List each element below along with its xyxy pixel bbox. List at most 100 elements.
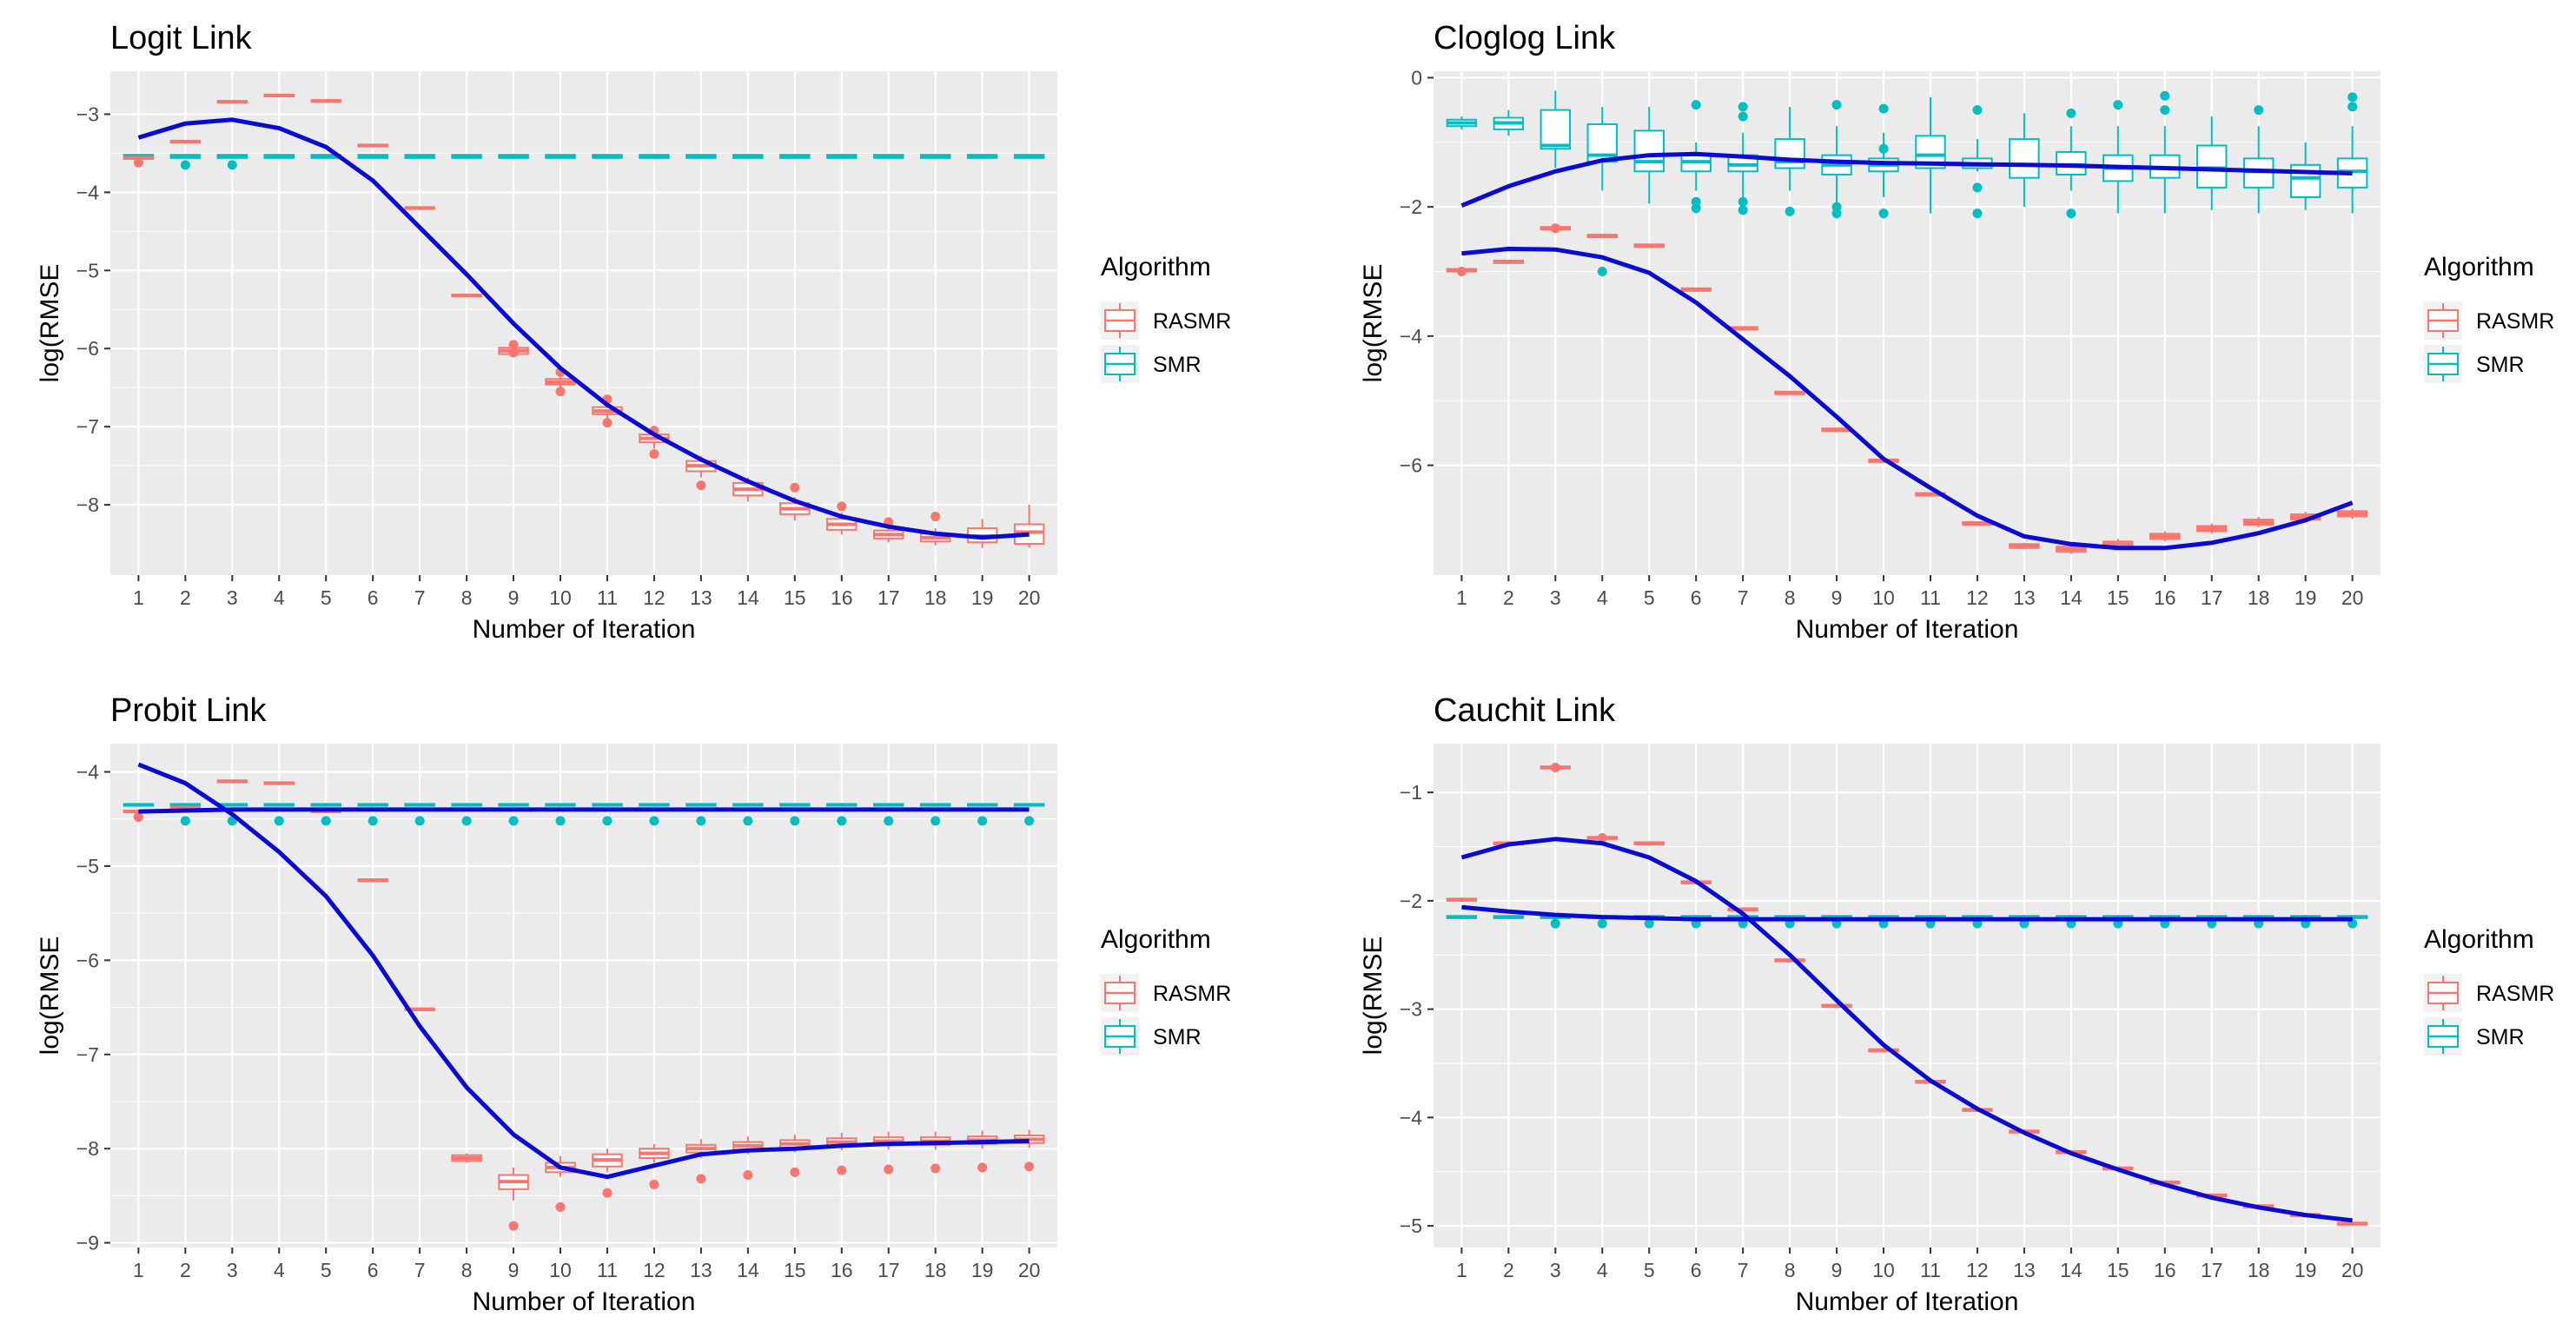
outlier-point (2066, 108, 2076, 118)
outlier-point (1972, 208, 1983, 219)
plot-panel (1434, 744, 2381, 1248)
x-tick-label: 5 (1644, 1259, 1655, 1281)
outlier-point (274, 816, 284, 826)
y-tick-label: −1 (1400, 781, 1422, 804)
legend: Algorithm RASMR SMR (1101, 253, 1231, 383)
x-tick-label: 16 (2154, 586, 2176, 609)
panel-logit-link: Logit Link−8−7−6−5−4−31 2 3 4 5 6 7 8 9 10 11 12 13 1… (36, 20, 1231, 644)
y-tick-label: −6 (76, 949, 99, 971)
y-tick-label: −4 (1400, 1106, 1422, 1129)
outlier-point (837, 501, 847, 512)
y-tick-label: −7 (76, 1043, 99, 1066)
x-tick-label: 14 (737, 586, 759, 609)
x-tick-label: 16 (2154, 1259, 2176, 1281)
x-tick-label: 17 (877, 586, 900, 609)
chart-title: Cloglog Link (1434, 20, 1616, 56)
x-tick-label: 17 (2201, 1259, 2223, 1281)
legend-label-rasmr: RASMR (2476, 309, 2554, 334)
series-smr (1446, 90, 2368, 277)
outlier-point (461, 816, 472, 826)
x-tick-label: 17 (2201, 586, 2223, 609)
outlier-point (508, 1221, 519, 1231)
x-tick-label: 18 (2248, 586, 2270, 609)
legend: Algorithm RASMR SMR (1101, 925, 1231, 1056)
legend-label-smr: SMR (1153, 1025, 1202, 1049)
outlier-point (1550, 223, 1560, 234)
y-axis-label: log(RMSE (1359, 937, 1387, 1056)
x-tick-label: 6 (368, 1259, 379, 1281)
x-tick-label: 16 (831, 586, 853, 609)
panel-cauchit-link: Cauchit Link−5−4−3−2−11 2 3 4 5 6 7 8 9 10 11 12 13 1… (1359, 692, 2554, 1316)
outlier-point (1550, 918, 1560, 929)
x-tick-label: 20 (2341, 1259, 2364, 1281)
outlier-point (1738, 111, 1748, 122)
outlier-point (1597, 918, 1607, 929)
x-tick-label: 3 (227, 586, 238, 609)
panel-probit-link: Probit Link−9−8−7−6−5−41 2 3 4 5 6 7 8 9 10 11 12 13… (36, 692, 1231, 1316)
outlier-point (696, 816, 706, 826)
x-tick-label: 14 (2060, 1259, 2083, 1281)
outlier-point (930, 1163, 941, 1174)
x-tick-label: 18 (924, 1259, 947, 1281)
outlier-point (2348, 92, 2358, 103)
x-tick-label: 15 (2107, 586, 2129, 609)
x-tick-label: 13 (2013, 586, 2036, 609)
x-tick-label: 10 (549, 586, 572, 609)
legend-label-smr: SMR (2476, 353, 2525, 377)
outlier-point (368, 816, 378, 826)
x-tick-label: 11 (1920, 1259, 1941, 1281)
x-tick-label: 12 (1966, 586, 1989, 609)
x-tick-label: 7 (414, 586, 426, 609)
y-tick-label: −6 (76, 337, 99, 360)
x-tick-label: 2 (180, 586, 191, 609)
x-tick-label: 3 (227, 1259, 238, 1281)
legend: Algorithm RASMR SMR (2424, 925, 2554, 1056)
outlier-point (414, 816, 425, 826)
x-tick-label: 11 (597, 1259, 618, 1281)
x-axis-label: Number of Iteration (473, 615, 696, 644)
outlier-point (1691, 203, 1701, 214)
x-tick-label: 1 (1456, 1259, 1467, 1281)
x-tick-label: 20 (1018, 1259, 1041, 1281)
outlier-point (602, 418, 613, 428)
y-tick-label: 0 (1411, 66, 1422, 89)
x-tick-label: 9 (1831, 1259, 1843, 1281)
x-tick-label: 3 (1550, 586, 1561, 609)
y-tick-label: −5 (76, 259, 99, 281)
box (1540, 109, 1572, 150)
x-tick-label: 10 (549, 1259, 572, 1281)
legend: Algorithm RASMR SMR (2424, 253, 2554, 383)
outlier-point (1024, 816, 1035, 826)
smooth-line-smr (1461, 904, 2353, 922)
series-rasmr (1446, 223, 2368, 554)
outlier-point (1738, 102, 1748, 112)
outlier-point (1644, 918, 1654, 929)
smooth-line (137, 762, 1030, 1180)
outlier-point (1878, 103, 1889, 114)
outlier-point (790, 816, 800, 826)
y-tick-label: −5 (1400, 1215, 1422, 1237)
outlier-point (837, 1165, 847, 1175)
x-tick-label: 18 (924, 586, 947, 609)
plot-panel (110, 71, 1057, 575)
outlier-point (930, 512, 941, 522)
outlier-point (1878, 208, 1889, 219)
outlier-point (2066, 208, 2076, 219)
x-tick-label: 8 (461, 1259, 473, 1281)
x-tick-label: 1 (1456, 586, 1467, 609)
outlier-point (2113, 100, 2123, 110)
x-tick-label: 19 (2295, 586, 2317, 609)
x-tick-label: 15 (784, 1259, 806, 1281)
y-tick-label: −6 (1400, 454, 1422, 477)
x-tick-label: 12 (1966, 1259, 1989, 1281)
x-tick-label: 16 (831, 1259, 853, 1281)
outlier-point (649, 1179, 659, 1189)
x-tick-label: 7 (1738, 586, 1749, 609)
x-tick-label: 1 (133, 1259, 144, 1281)
outlier-point (930, 816, 941, 826)
x-tick-label: 2 (1503, 1259, 1514, 1281)
outlier-point (1738, 205, 1748, 215)
outlier-point (696, 480, 706, 491)
smooth-line (1461, 247, 2354, 551)
